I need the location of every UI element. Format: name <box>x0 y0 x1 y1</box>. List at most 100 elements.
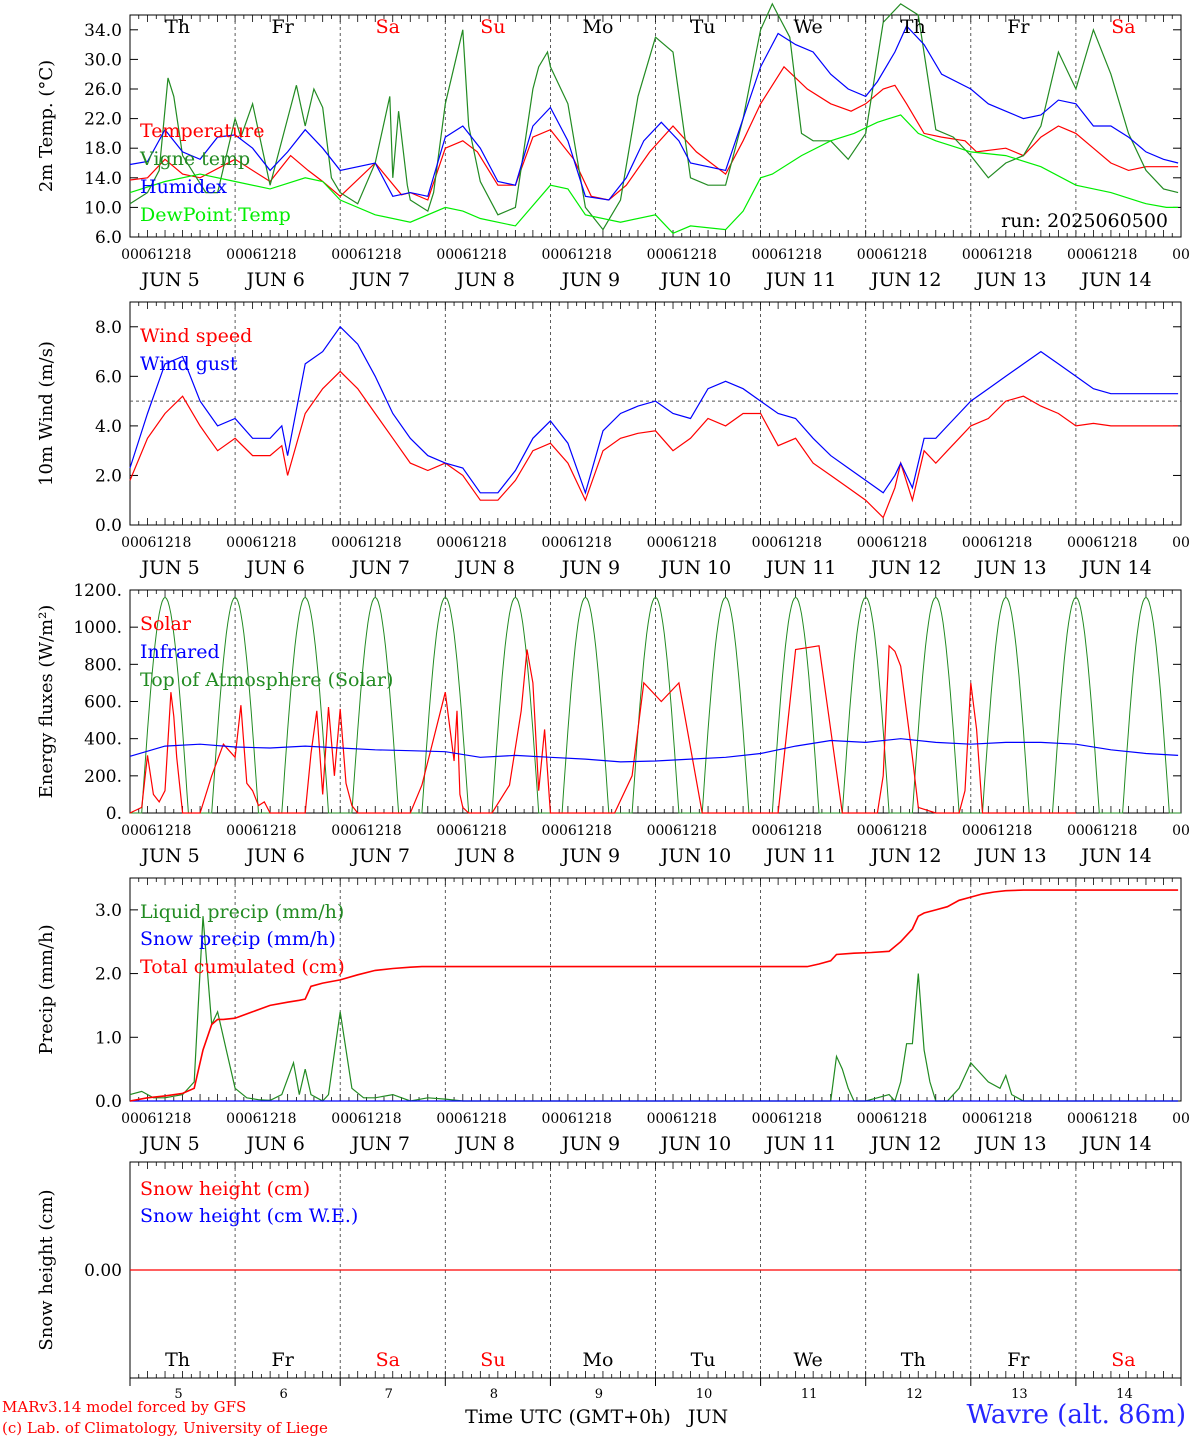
precip-x-hour-label: 18 <box>699 1111 717 1127</box>
flux-x-hour-label: 12 <box>366 823 384 839</box>
wind-x-date-label: JUN 6 <box>244 557 304 579</box>
wind-x-hour-label: 18 <box>384 535 402 551</box>
flux-x-hour-label: 00 <box>1172 823 1190 839</box>
bottom-day-number-label: 13 <box>1011 1387 1028 1402</box>
snow-legend-snow-height-cm: Snow height (cm) <box>140 1178 310 1200</box>
flux-x-hour-label: 00 <box>647 823 665 839</box>
wind-x-hour-label: 18 <box>489 535 507 551</box>
temp-legend-humidex: Humidex <box>140 176 227 198</box>
temp-y-tick-label: 6.0 <box>95 228 122 248</box>
wind-x-hour-label: 18 <box>1014 535 1032 551</box>
temp-series-dewpoint-temp-line <box>129 114 1179 235</box>
snow-dow-label: Su <box>480 1349 505 1371</box>
precip-x-hour-label: 00 <box>331 1111 349 1127</box>
temp-y-tick-label: 18.0 <box>84 139 122 159</box>
flux-x-hour-label: 06 <box>769 823 787 839</box>
flux-y-tick-label: 0. <box>106 804 122 824</box>
flux-x-date-label: JUN 13 <box>974 845 1046 867</box>
temp-x-date-label: JUN 8 <box>455 269 515 291</box>
flux-y-axis-label: Energy fluxes (W/m²) <box>36 605 57 799</box>
wind-y-tick-label: 0.0 <box>95 516 122 536</box>
wind-x-hour-label: 12 <box>787 535 805 551</box>
temp-x-hour-label: 00 <box>647 247 665 263</box>
flux-x-hour-label: 18 <box>804 823 822 839</box>
wind-x-hour-label: 06 <box>139 535 157 551</box>
flux-x-hour-label: 18 <box>1120 823 1138 839</box>
temp-series-vigne-temp-line <box>129 2 1179 231</box>
flux-x-hour-label: 12 <box>787 823 805 839</box>
precip-x-hour-label: 18 <box>909 1111 927 1127</box>
wind-x-hour-label: 12 <box>577 535 595 551</box>
temp-x-hour-label: 18 <box>804 247 822 263</box>
temp-x-hour-label: 06 <box>979 247 997 263</box>
flux-x-date-label: JUN 11 <box>764 845 836 867</box>
flux-x-date-label: JUN 6 <box>244 845 304 867</box>
temp-x-hour-label: 00 <box>436 247 454 263</box>
precip-x-hour-label: 12 <box>892 1111 910 1127</box>
temp-x-hour-label: 00 <box>121 247 139 263</box>
temp-x-hour-label: 06 <box>1085 247 1103 263</box>
precip-x-hour-label: 12 <box>261 1111 279 1127</box>
precip-x-hour-label: 00 <box>857 1111 875 1127</box>
temp-x-hour-label: 06 <box>244 247 262 263</box>
temp-dow-label: We <box>794 16 823 38</box>
run-label: run: 2025060500 <box>1001 210 1168 232</box>
flux-x-hour-label: 06 <box>979 823 997 839</box>
wind-x-hour-label: 00 <box>962 535 980 551</box>
temp-x-hour-label: 06 <box>874 247 892 263</box>
temp-x-hour-label: 06 <box>769 247 787 263</box>
precip-x-date-label: JUN 6 <box>244 1133 304 1155</box>
wind-x-hour-label: 12 <box>682 535 700 551</box>
precip-x-hour-label: 12 <box>156 1111 174 1127</box>
flux-y-tick-label: 800. <box>84 655 122 675</box>
flux-x-date-label: JUN 12 <box>869 845 941 867</box>
flux-legend-infrared: Infrared <box>140 641 220 663</box>
wind-series-wind-gust-line <box>129 325 1179 495</box>
flux-x-hour-label: 00 <box>962 823 980 839</box>
temp-x-hour-label: 00 <box>1067 247 1085 263</box>
precip-x-hour-label: 18 <box>594 1111 612 1127</box>
flux-x-hour-label: 18 <box>1014 823 1032 839</box>
precip-y-tick-label: 0.0 <box>95 1092 122 1112</box>
wind-x-hour-label: 00 <box>857 535 875 551</box>
flux-x-hour-label: 00 <box>121 823 139 839</box>
temp-y-tick-label: 10.0 <box>84 198 122 218</box>
bottom-day-number-label: 6 <box>280 1387 288 1402</box>
bottom-day-number-label: 12 <box>906 1387 923 1402</box>
wind-x-hour-label: 06 <box>664 535 682 551</box>
precip-x-hour-label: 00 <box>1067 1111 1085 1127</box>
flux-x-hour-label: 12 <box>471 823 489 839</box>
wind-x-date-label: JUN 7 <box>350 557 410 579</box>
temp-x-date-label: JUN 5 <box>139 269 199 291</box>
temp-x-hour-label: 12 <box>577 247 595 263</box>
precip-x-hour-label: 18 <box>489 1111 507 1127</box>
temp-x-hour-label: 00 <box>226 247 244 263</box>
flux-y-tick-label: 200. <box>84 767 122 787</box>
wind-x-hour-label: 00 <box>436 535 454 551</box>
temp-x-hour-label: 06 <box>664 247 682 263</box>
temp-legend-dewpoint-temp: DewPoint Temp <box>140 204 291 226</box>
flux-legend-top-of-atmosphere-solar: Top of Atmosphere (Solar) <box>140 669 393 691</box>
precip-x-hour-label: 12 <box>1102 1111 1120 1127</box>
precip-x-hour-label: 12 <box>787 1111 805 1127</box>
temp-dow-label: Sa <box>1111 16 1135 38</box>
temp-x-hour-label: 12 <box>366 247 384 263</box>
precip-x-hour-label: 06 <box>1085 1111 1103 1127</box>
flux-x-hour-label: 12 <box>577 823 595 839</box>
precip-x-hour-label: 18 <box>804 1111 822 1127</box>
temp-x-hour-label: 12 <box>997 247 1015 263</box>
wind-x-hour-label: 12 <box>997 535 1015 551</box>
temp-x-hour-label: 00 <box>962 247 980 263</box>
flux-y-tick-label: 1200. <box>73 581 122 601</box>
precip-x-hour-label: 06 <box>664 1111 682 1127</box>
wind-x-hour-label: 12 <box>471 535 489 551</box>
wind-y-tick-label: 2.0 <box>95 466 122 486</box>
temp-x-hour-label: 18 <box>489 247 507 263</box>
flux-frame <box>129 589 1182 814</box>
temp-x-hour-label: 12 <box>261 247 279 263</box>
wind-x-hour-label: 00 <box>1172 535 1190 551</box>
wind-x-hour-label: 06 <box>454 535 472 551</box>
flux-series-toa-solar-line <box>130 596 1181 814</box>
snow-dow-label: We <box>794 1349 823 1371</box>
precip-x-date-label: JUN 8 <box>455 1133 515 1155</box>
